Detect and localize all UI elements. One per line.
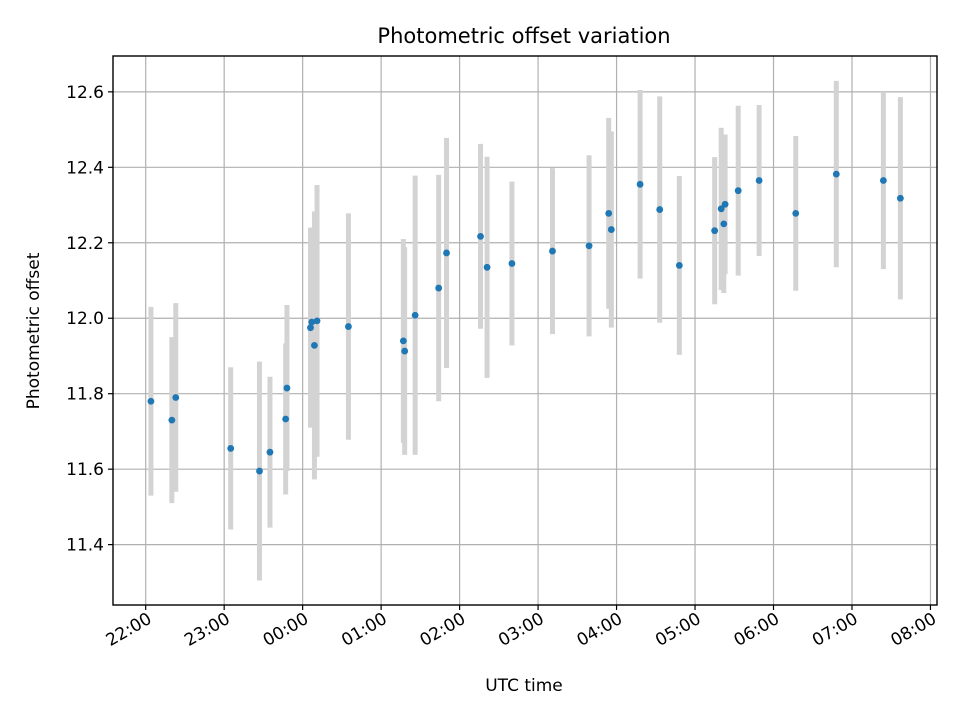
y-tick-label: 12.0 [66,309,104,329]
plot-frame [112,55,938,606]
data-point [636,180,644,188]
data-point [227,445,235,452]
data-point [734,187,742,195]
data-point [308,318,316,326]
data-point [172,394,180,401]
y-axis-ticks: 11.4 11.6 11.8 12.0 12.2 12.4 12.6 [66,83,113,556]
data-point [896,194,904,202]
data-point [607,226,615,233]
chart-title: Photometric offset variation [377,24,670,48]
data-point [832,170,840,178]
data-point [675,262,683,269]
y-tick-label: 12.4 [66,158,104,178]
data-point [311,342,318,349]
y-tick-label: 11.4 [66,536,104,556]
y-tick-label: 12.6 [66,83,104,103]
data-point [168,416,176,424]
data-point [283,384,291,392]
data-point [477,232,484,240]
x-axis-label: UTC time [485,676,563,696]
y-tick-label: 12.2 [66,234,104,254]
data-point [266,448,274,456]
data-point [792,209,800,217]
data-point [411,311,419,319]
y-axis-label: Photometric offset [24,252,44,409]
data-point [345,323,352,330]
data-point [147,397,155,405]
data-point [399,337,407,345]
data-point [720,220,728,228]
data-point [755,177,763,184]
data-points [147,170,904,475]
y-tick-label: 11.8 [66,385,104,405]
data-point [656,206,664,213]
data-point [605,209,613,217]
data-point [483,263,491,271]
data-point [435,284,443,292]
y-tick-label: 11.6 [66,460,104,480]
data-point [282,415,290,423]
data-point [879,177,887,184]
data-point [443,249,450,257]
data-point [508,260,516,267]
data-point [549,247,556,255]
data-point [256,467,263,475]
data-point [717,205,725,213]
data-point [307,324,314,332]
grid [113,56,937,605]
data-point [721,200,729,208]
data-point [711,227,719,235]
data-point [585,242,593,250]
data-point [401,347,409,355]
data-point [313,317,321,325]
